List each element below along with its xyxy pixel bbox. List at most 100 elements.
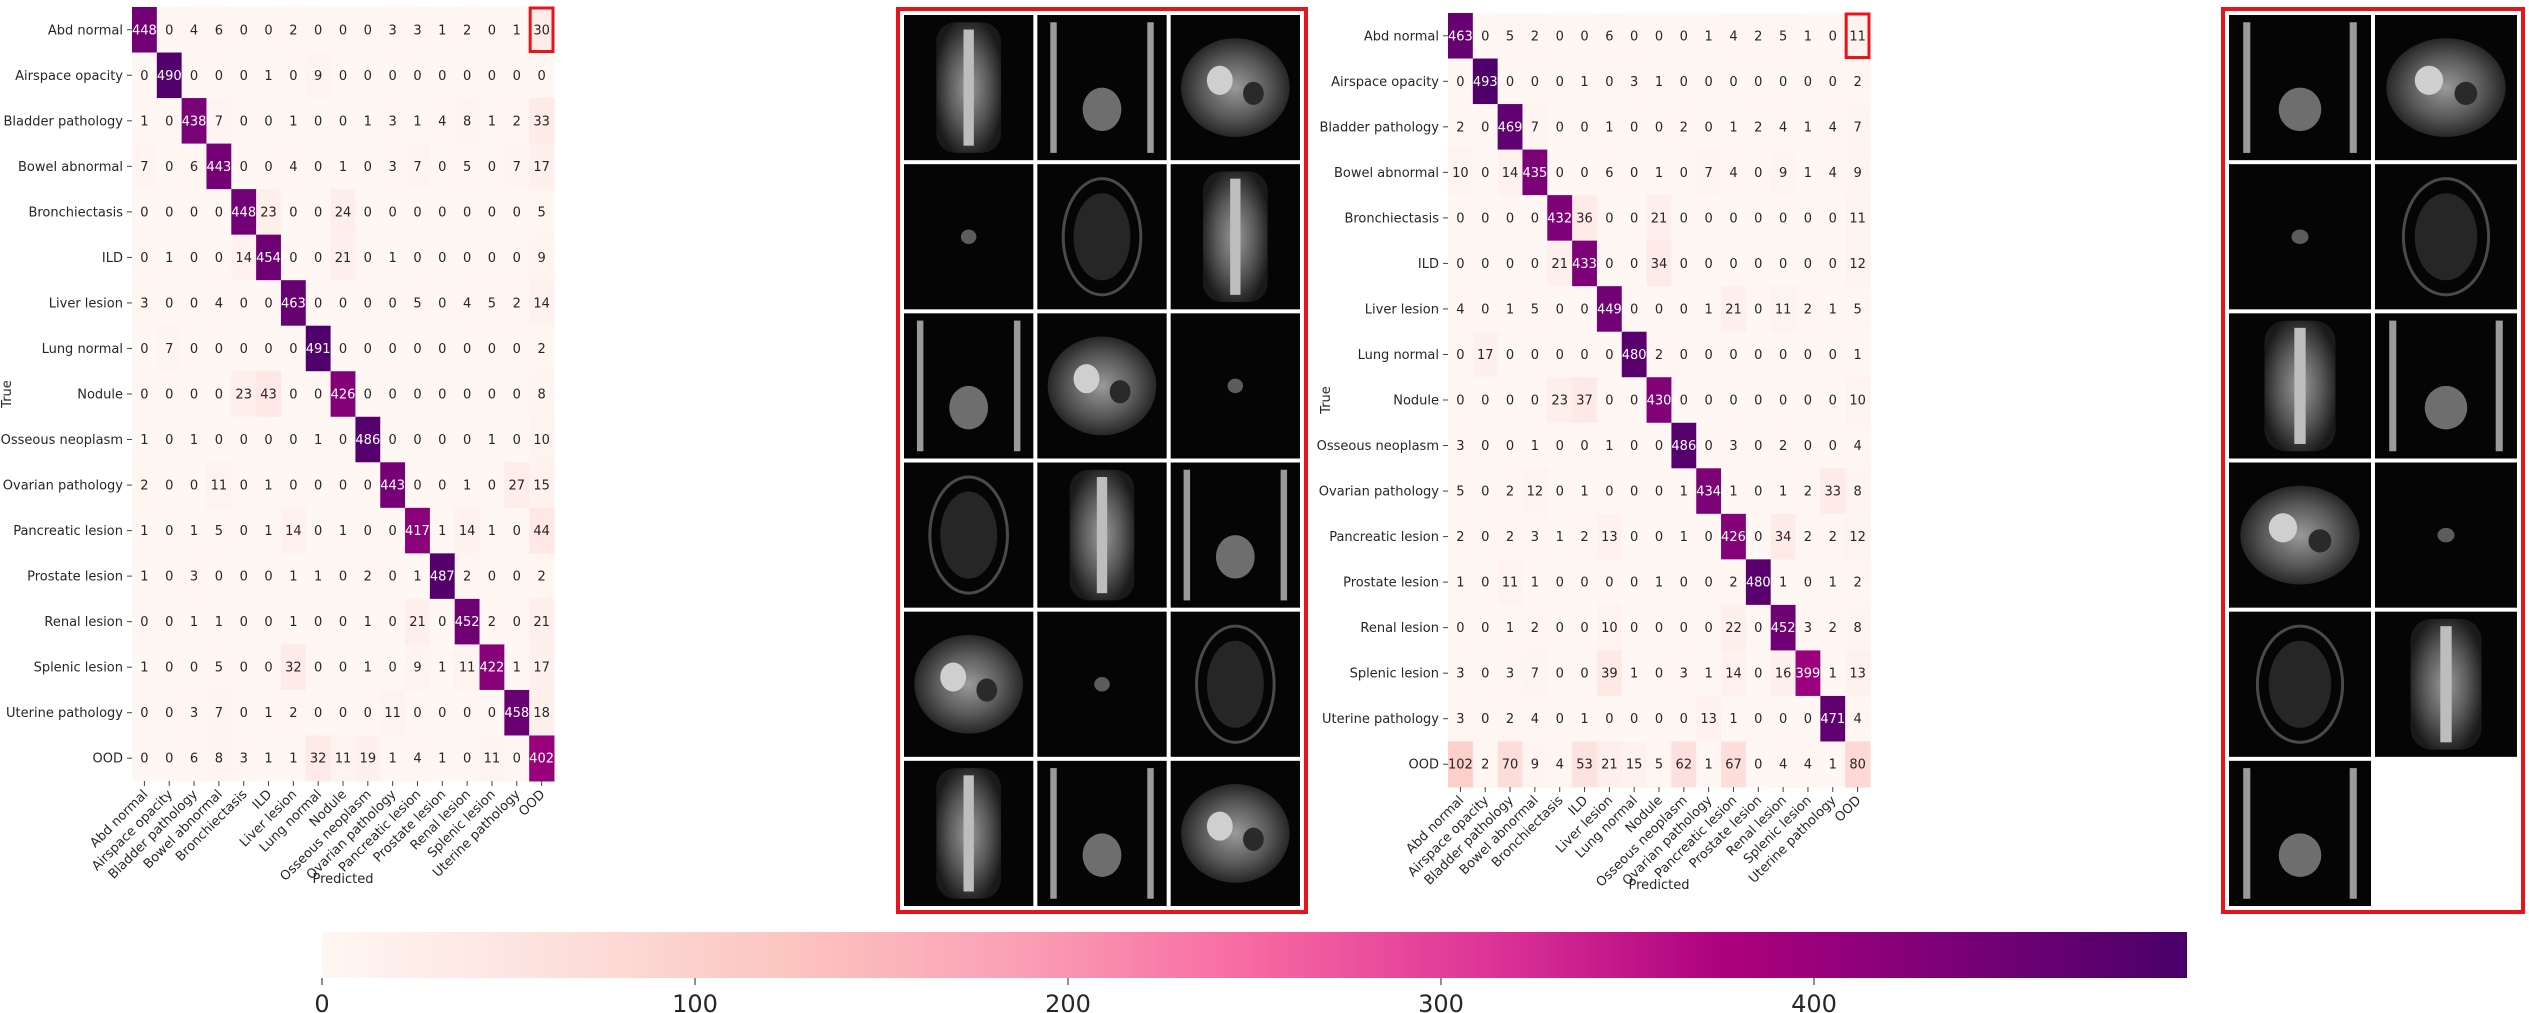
cell-value-label: 0 (1729, 348, 1737, 363)
heatmap-cell (132, 280, 158, 327)
cell-value-label: 0 (1680, 348, 1688, 363)
cell-value-label: 0 (1456, 621, 1464, 636)
heatmap-cell (454, 371, 481, 418)
cell-value-label: 0 (1580, 576, 1588, 591)
colorbar-tick-label: 100 (672, 990, 718, 1013)
colorbar-tick-label: 400 (1791, 990, 1837, 1013)
cell-value-label: 463 (281, 296, 306, 311)
heatmap-cell (330, 7, 356, 54)
y-tick-label: Uterine pathology (6, 706, 123, 721)
cell-value-label: 0 (1779, 257, 1787, 272)
cell-value-label: 7 (1853, 120, 1861, 135)
cell-value-label: 16 (1775, 667, 1792, 682)
heatmap-cell (1820, 422, 1846, 469)
heatmap-cell (454, 507, 481, 554)
cell-value-label: 0 (1481, 302, 1489, 317)
cell-value-label: 0 (1754, 758, 1762, 773)
cell-value-label: 0 (1605, 257, 1613, 272)
x-tick-label: OOD (516, 787, 548, 819)
heatmap-cell (504, 234, 530, 281)
cell-value-label: 0 (513, 524, 521, 539)
cell-value-label: 4 (190, 23, 198, 38)
cell-value-label: 1 (140, 114, 148, 129)
cell-value-label: 3 (1680, 667, 1688, 682)
heatmap-cell (1547, 240, 1573, 287)
heatmap-cell (380, 735, 406, 782)
cell-value-label: 0 (1754, 667, 1762, 682)
heatmap-cell (132, 143, 158, 190)
cell-value-label: 21 (1601, 758, 1618, 773)
cell-value-label: 0 (488, 205, 496, 220)
cell-value-label: 0 (1481, 257, 1489, 272)
heatmap-cell (1497, 604, 1523, 651)
heatmap-cell (156, 507, 183, 554)
cell-value-label: 0 (413, 479, 421, 494)
heatmap-cell (1572, 559, 1598, 606)
cell-value-label: 0 (513, 615, 521, 630)
heatmap-cell (355, 689, 381, 736)
heatmap-cell (1820, 741, 1846, 788)
scan-thumbnail (1037, 760, 1167, 906)
cell-value-label: 1 (264, 706, 272, 721)
heatmap-cell (1448, 286, 1474, 333)
cell-value-label: 2 (1481, 758, 1489, 773)
cell-value-label: 2 (1853, 75, 1861, 90)
cell-value-label: 0 (364, 479, 372, 494)
heatmap-cell (1671, 695, 1697, 742)
cell-value-label: 7 (413, 160, 421, 175)
heatmap-cell (132, 7, 158, 54)
cell-value-label: 0 (1754, 621, 1762, 636)
y-tick-label: Bronchiectasis (1344, 211, 1439, 226)
heatmap-cell (1596, 104, 1623, 151)
heatmap-cell (1522, 104, 1548, 151)
heatmap-cell (1472, 58, 1499, 105)
heatmap-cell (1671, 650, 1697, 697)
cell-value-label: 1 (264, 752, 272, 767)
heatmap-cell (1596, 695, 1623, 742)
heatmap-cell (504, 371, 530, 418)
heatmap-cell (256, 143, 282, 190)
cell-value-label: 0 (438, 706, 446, 721)
cell-value-label: 0 (165, 388, 173, 403)
cell-value-label: 1 (1456, 576, 1464, 591)
cell-value-label: 0 (314, 296, 322, 311)
cell-value-label: 7 (140, 160, 148, 175)
heatmap-cell (181, 735, 207, 782)
heatmap-cell (1770, 286, 1797, 333)
heatmap-cell (405, 689, 431, 736)
cell-value-label: 0 (1481, 29, 1489, 44)
heatmap-cell (380, 189, 406, 236)
heatmap-cell (256, 416, 282, 463)
cell-value-label: 3 (190, 570, 198, 585)
cell-value-label: 4 (1779, 120, 1787, 135)
heatmap-cell (156, 143, 183, 190)
cell-value-label: 0 (1580, 166, 1588, 181)
cell-value-label: 0 (1779, 712, 1787, 727)
heatmap-cell (1671, 604, 1697, 651)
heatmap-cell (1696, 286, 1722, 333)
heatmap-cell (1795, 149, 1821, 196)
cell-value-label: 0 (1829, 257, 1837, 272)
cell-value-label: 15 (1626, 758, 1643, 773)
heatmap-cell (1646, 741, 1672, 788)
cell-value-label: 1 (438, 661, 446, 676)
heatmap-cell (1721, 695, 1747, 742)
cell-value-label: 4 (1853, 439, 1861, 454)
cell-value-label: 0 (1605, 712, 1613, 727)
heatmap-cell (1522, 195, 1548, 242)
cell-value-label: 0 (463, 251, 471, 266)
heatmap-cell (132, 507, 158, 554)
cell-value-label: 14 (1502, 166, 1519, 181)
right-ood-sample-grid (2221, 7, 2525, 914)
cell-value-label: 0 (438, 342, 446, 357)
heatmap-cell (1497, 286, 1523, 333)
cell-value-label: 8 (1853, 621, 1861, 636)
cell-value-label: 0 (140, 251, 148, 266)
heatmap-cell (1770, 741, 1797, 788)
cell-value-label: 0 (1705, 530, 1713, 545)
cell-value-label: 0 (488, 570, 496, 585)
cell-value-label: 0 (463, 69, 471, 84)
heatmap-cell (280, 644, 307, 691)
heatmap-cell (1671, 513, 1697, 560)
heatmap-cell (1795, 695, 1821, 742)
